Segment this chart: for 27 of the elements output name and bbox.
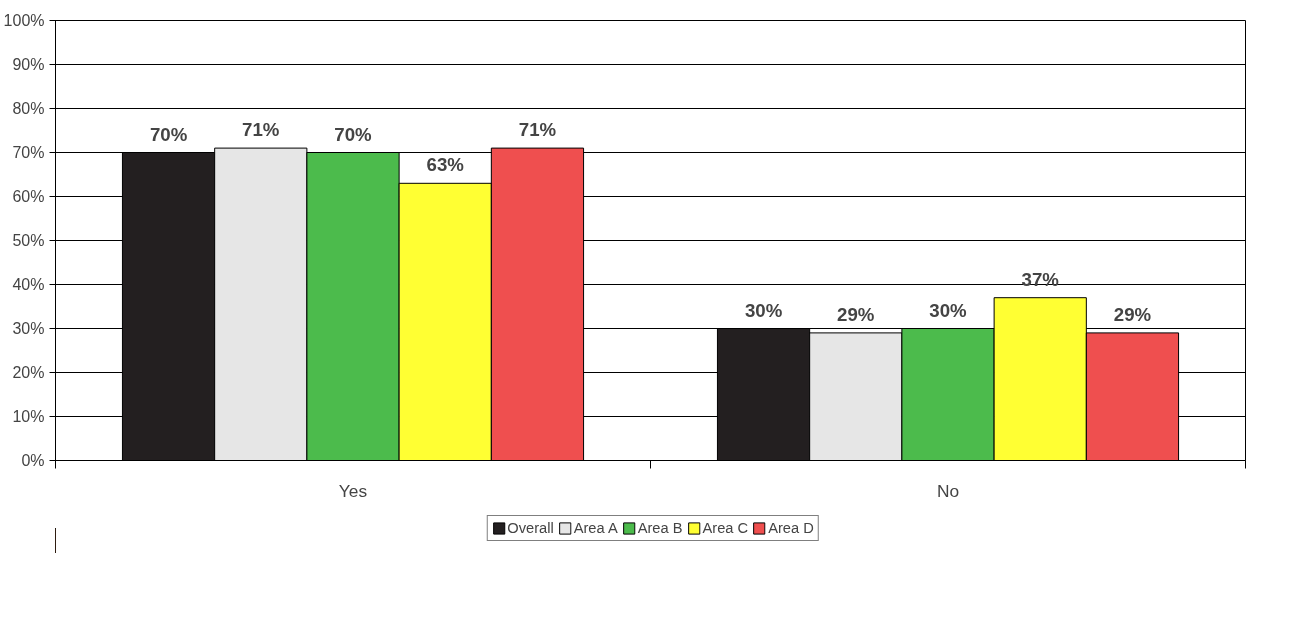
y-tick-label: 50% [12,232,45,249]
legend-label: Area B [637,520,683,536]
legend-label: Area D [768,520,814,536]
data-label: 30% [929,299,968,321]
data-label: 29% [837,303,875,325]
x-tick-label: Yes [338,480,368,501]
data-label: 30% [744,299,783,321]
y-tick-label: 0% [21,452,45,469]
y-tick-label: 100% [3,12,45,29]
legend-label: Area A [573,520,618,536]
data-label: 70% [334,123,373,145]
legend-label: Area C [702,520,749,536]
data-label: 29% [1113,303,1152,325]
data-label: 71% [242,119,280,141]
y-tick-label: 10% [12,408,45,425]
y-tick-label: 70% [12,144,45,161]
x-tick-label: No [936,480,960,501]
data-label: 63% [426,154,465,176]
y-tick-label: 90% [12,56,45,73]
y-tick-label: 20% [12,364,45,381]
legend-label: Overall [507,520,554,536]
y-tick-label: 30% [12,320,45,337]
y-tick-label: 40% [12,276,45,293]
data-label: 70% [149,123,188,145]
data-label: 71% [518,119,557,141]
y-tick-label: 80% [12,100,45,117]
y-tick-label: 60% [12,188,45,205]
